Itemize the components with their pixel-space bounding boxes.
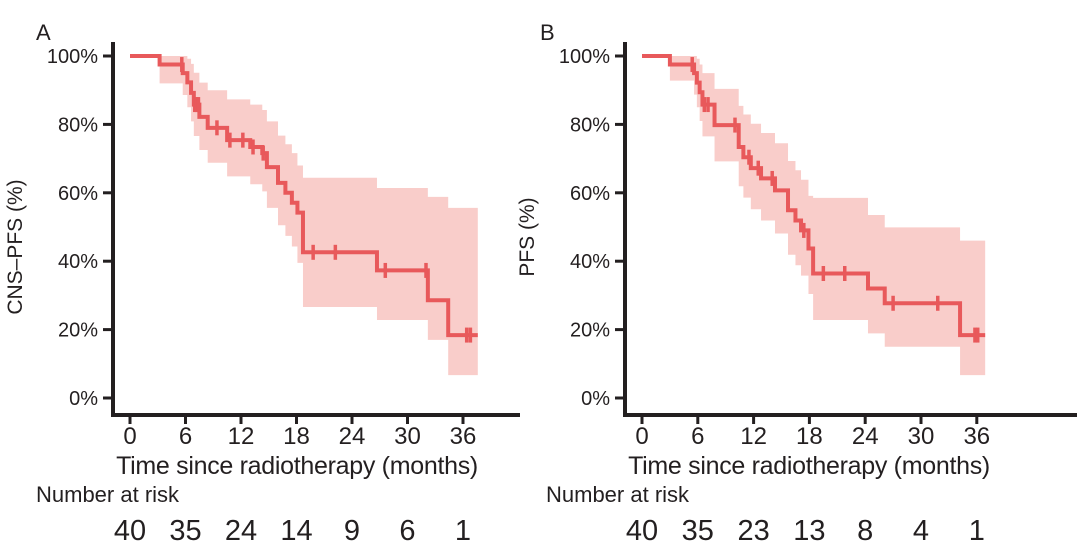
y-tick-label: 40%	[58, 251, 98, 273]
risk-count: 1	[455, 515, 471, 547]
risk-count: 13	[793, 515, 825, 547]
risk-count: 40	[626, 515, 658, 547]
y-tick-label: 100%	[47, 46, 98, 68]
x-tick-label: 18	[283, 423, 310, 450]
x-tick-label: 18	[796, 423, 823, 450]
y-tick-label: 20%	[58, 320, 98, 342]
y-tick-label: 0%	[69, 388, 98, 410]
censor-marks	[180, 57, 473, 343]
x-tick-label: 12	[228, 423, 255, 450]
x-tick-label: 36	[963, 423, 990, 450]
x-tick-label: 24	[339, 423, 366, 450]
y-axis-title: PFS (%)	[516, 197, 539, 276]
x-tick-label: 6	[691, 423, 704, 450]
km-plot-b: 0% 20% 40% 60% 80% 100% 0 40 6 35 12 23 18 13 24 8 30 4 36…	[559, 42, 1077, 547]
y-tick-label: 0%	[581, 388, 610, 410]
x-tick-label: 0	[635, 423, 648, 450]
risk-count: 23	[737, 515, 769, 547]
number-at-risk-label: Number at risk	[36, 482, 180, 507]
censor-marks	[690, 57, 980, 343]
y-tick-label: 100%	[559, 46, 610, 68]
y-tick-label: 60%	[570, 183, 610, 205]
y-axis-title: CNS–PFS (%)	[4, 179, 27, 314]
x-tick-label: 30	[394, 423, 421, 450]
number-at-risk-label: Number at risk	[546, 482, 690, 507]
y-tick-label: 40%	[570, 251, 610, 273]
y-tick-label: 20%	[570, 320, 610, 342]
risk-count: 24	[225, 515, 257, 547]
panel-letter: B	[540, 20, 555, 45]
panel-b: B PFS (%) Time since radiotherapy (month…	[516, 20, 1077, 547]
panel-letter: A	[36, 20, 51, 45]
risk-count: 1	[969, 515, 985, 547]
y-tick-label: 80%	[58, 114, 98, 136]
risk-count: 4	[913, 515, 929, 547]
confidence-band	[159, 56, 478, 376]
risk-count: 9	[344, 515, 360, 547]
confidence-band	[669, 56, 986, 376]
y-tick-label: 60%	[58, 183, 98, 205]
risk-count: 6	[399, 515, 415, 547]
x-tick-label: 6	[179, 423, 192, 450]
risk-count: 40	[114, 515, 146, 547]
risk-count: 8	[857, 515, 873, 547]
risk-count: 14	[280, 515, 312, 547]
x-axis-title: Time since radiotherapy (months)	[116, 452, 478, 480]
x-axis-title: Time since radiotherapy (months)	[628, 452, 990, 480]
panel-a: A CNS–PFS (%) Time since radiotherapy (m…	[4, 20, 520, 547]
y-tick-label: 80%	[570, 114, 610, 136]
x-tick-label: 0	[123, 423, 136, 450]
x-tick-label: 30	[908, 423, 935, 450]
risk-count: 35	[682, 515, 714, 547]
km-plot-a: 0% 20% 40% 60% 80% 100% 0 40 6 35 12 24 18 14 24 9 30 6 36…	[47, 42, 520, 547]
x-tick-label: 24	[852, 423, 879, 450]
x-tick-label: 36	[450, 423, 477, 450]
survival-curve	[642, 54, 986, 338]
risk-count: 35	[169, 515, 201, 547]
x-tick-label: 12	[740, 423, 767, 450]
